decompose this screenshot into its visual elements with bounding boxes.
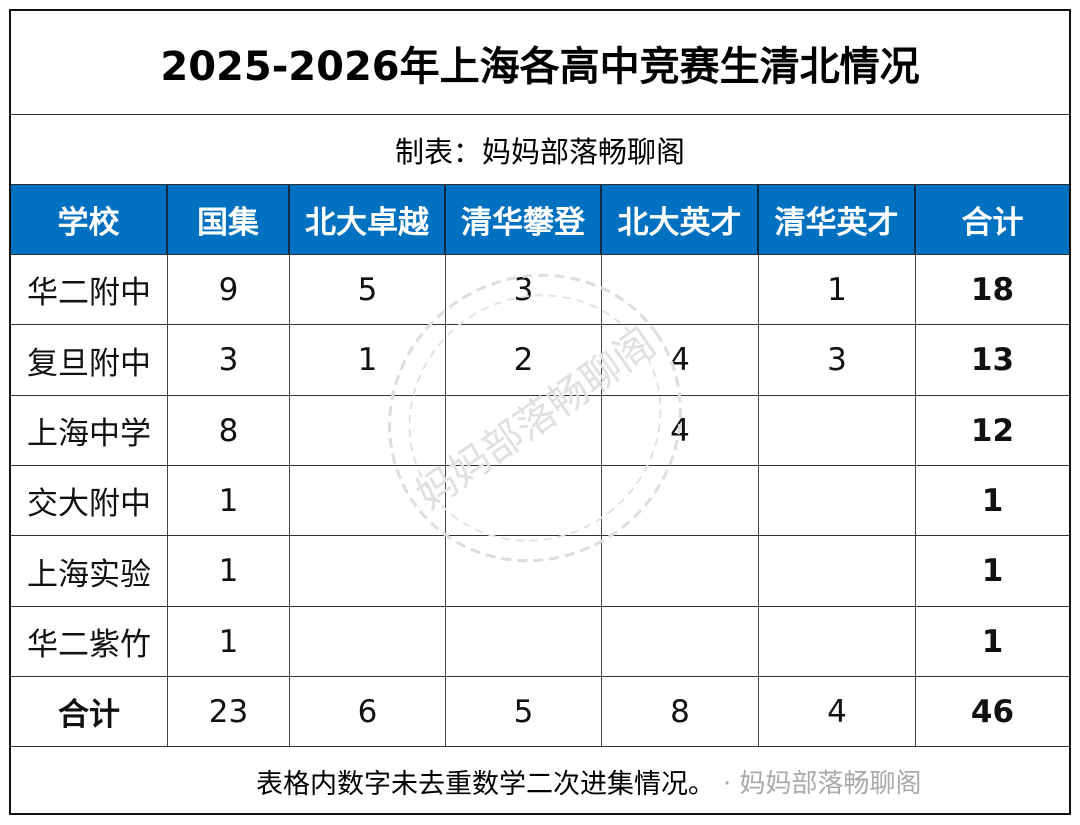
table-row-cell <box>446 466 602 535</box>
table-row-cell: 3 <box>446 255 602 324</box>
table-row-cell: 5 <box>290 255 446 324</box>
subtitle: 制表：妈妈部落畅聊阁 <box>11 115 1069 185</box>
table-row-cell: 交大附中 <box>11 466 168 535</box>
table-row-cell: 1 <box>981 623 1004 660</box>
table-row-cell: 3 <box>168 325 290 395</box>
table-row-cell <box>759 536 916 606</box>
table-row-cell: 上海实验 <box>11 536 168 606</box>
table-row-cell: 2 <box>446 325 602 395</box>
header-row: 学校 国集 北大卓越 清华攀登 北大英才 清华英才 合计 <box>11 185 1069 255</box>
table-row: 交大附中 1 1 <box>11 466 1069 536</box>
table-row-cell <box>759 607 916 676</box>
header-row-cell: 学校 <box>11 185 168 254</box>
header-row-cell: 国集 <box>168 185 290 254</box>
total-row-cell: 4 <box>759 677 916 746</box>
footer-watermark: · 妈妈部落畅聊阁 <box>723 768 922 799</box>
table-row: 上海实验 1 1 <box>11 536 1069 607</box>
table-frame: 2025-2026年上海各高中竞赛生清北情况 制表：妈妈部落畅聊阁 学校 国集 北大… <box>9 9 1071 815</box>
table-row-cell <box>759 396 916 465</box>
table-row-cell: 1 <box>168 536 290 606</box>
header-row-cell: 清华英才 <box>759 185 916 254</box>
table-row-cell: 复旦附中 <box>11 325 168 395</box>
header-row-cell: 清华攀登 <box>446 185 602 254</box>
footer: 表格内数字未去重数学二次进集情况。 · 妈妈部落畅聊阁 <box>11 747 1069 815</box>
table-row-cell: 1 <box>759 255 916 324</box>
table-row-cell <box>290 466 446 535</box>
table-row-cell <box>290 396 446 465</box>
header-row-cell: 合计 <box>916 185 1069 254</box>
table-row-cell <box>446 536 602 606</box>
table-row-cell <box>446 396 602 465</box>
footer-note: 表格内数字未去重数学二次进集情况。 <box>256 768 715 800</box>
table-row-cell: 12 <box>970 412 1015 449</box>
table-row: 华二附中 9 5 3 1 18 <box>11 255 1069 325</box>
table-row-cell: 1 <box>290 325 446 395</box>
page-title: 2025-2026年上海各高中竞赛生清北情况 <box>11 11 1069 115</box>
total-row-cell: 8 <box>602 677 759 746</box>
header-row-cell: 北大英才 <box>602 185 759 254</box>
table-row: 华二紫竹 1 1 <box>11 607 1069 677</box>
table-row-cell <box>759 466 916 535</box>
table-row-cell <box>290 607 446 676</box>
table-row-cell: 1 <box>168 466 290 535</box>
table-row-cell: 13 <box>970 342 1015 378</box>
table-row-cell <box>446 607 602 676</box>
table-row-cell: 9 <box>168 255 290 324</box>
table-row-cell: 上海中学 <box>11 396 168 465</box>
table-row-cell: 18 <box>970 271 1015 308</box>
table-row-cell: 1 <box>981 482 1004 519</box>
total-row: 合计 23 6 5 8 4 46 <box>11 677 1069 747</box>
table-row-cell: 华二附中 <box>11 255 168 324</box>
total-row-cell: 5 <box>446 677 602 746</box>
table-row-cell: 华二紫竹 <box>11 607 168 676</box>
table-row-cell <box>602 536 759 606</box>
table-row-cell: 3 <box>759 325 916 395</box>
table-row: 复旦附中 3 1 2 4 3 13 <box>11 325 1069 396</box>
table-row-cell: 8 <box>168 396 290 465</box>
total-row-cell: 46 <box>970 693 1015 730</box>
table-row-cell <box>602 607 759 676</box>
header-row-cell: 北大卓越 <box>290 185 446 254</box>
table-row-cell <box>290 536 446 606</box>
total-row-cell: 合计 <box>11 677 168 746</box>
table-row-cell: 1 <box>168 607 290 676</box>
table-row-cell: 4 <box>602 325 759 395</box>
table-row-cell <box>602 466 759 535</box>
table-row-cell: 1 <box>981 553 1004 589</box>
total-row-cell: 6 <box>290 677 446 746</box>
table-row-cell <box>602 255 759 324</box>
table-row: 上海中学 8 4 12 <box>11 396 1069 466</box>
total-row-cell: 23 <box>168 677 290 746</box>
table-row-cell: 4 <box>602 396 759 465</box>
